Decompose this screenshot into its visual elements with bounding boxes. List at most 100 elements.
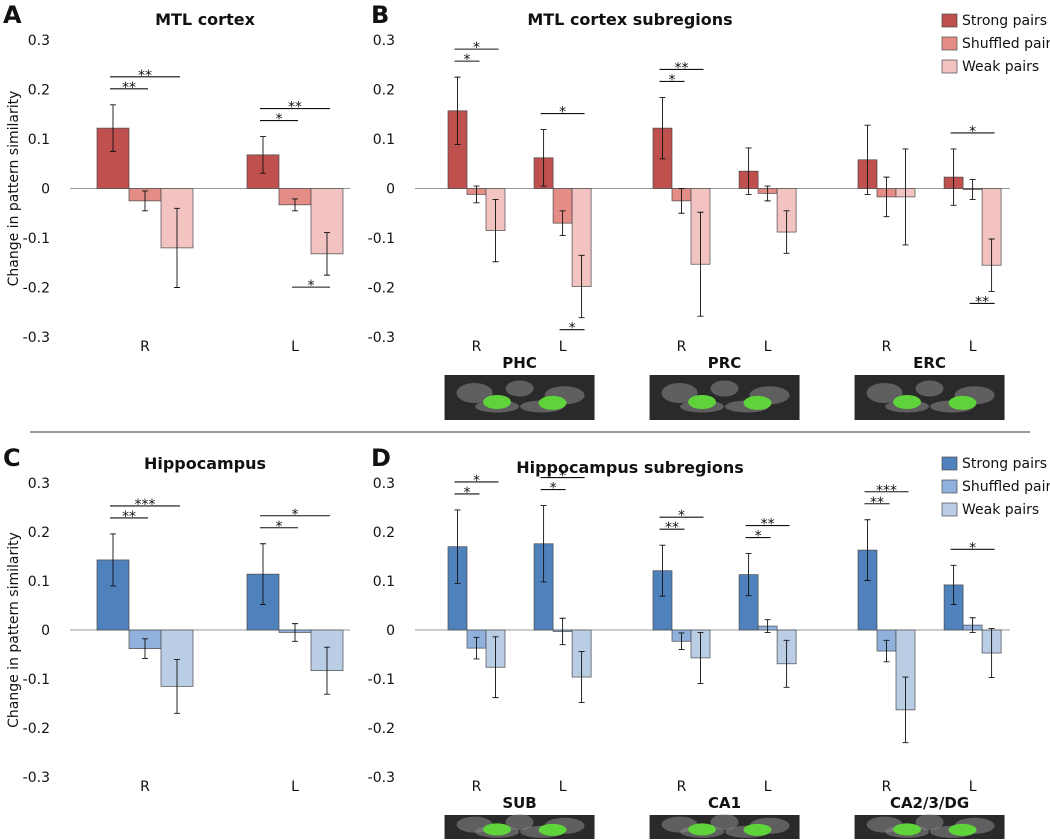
error-bar xyxy=(783,210,790,254)
significance-label: ** xyxy=(665,520,679,536)
brain-roi xyxy=(483,823,512,836)
legend-label: Weak pairs xyxy=(962,59,1039,75)
error-bar xyxy=(864,124,871,195)
error-bar xyxy=(950,148,957,206)
error-bar xyxy=(969,179,976,200)
brain-roi xyxy=(893,823,922,836)
significance-label: * xyxy=(276,112,283,128)
error-bar xyxy=(142,638,148,659)
error-bar xyxy=(260,136,266,174)
y-tick-label: 0.3 xyxy=(373,33,395,49)
y-tick-label: -0.3 xyxy=(23,330,50,346)
brain-roi xyxy=(743,395,772,410)
brain-roi xyxy=(688,823,717,836)
y-tick-label: -0.3 xyxy=(368,770,395,786)
y-tick-label: 0.1 xyxy=(28,132,50,148)
x-tick-label: R xyxy=(472,339,482,355)
brain-texture xyxy=(710,380,739,397)
significance-label: * xyxy=(559,105,566,121)
y-tick-label: -0.2 xyxy=(368,721,395,737)
brain-roi xyxy=(688,395,717,409)
brain-roi xyxy=(948,395,977,410)
error-bar xyxy=(260,543,266,605)
x-tick-label: R xyxy=(677,339,687,355)
error-bar xyxy=(902,148,909,246)
y-axis-label: Change in pattern similarity xyxy=(6,91,22,287)
y-tick-label: -0.1 xyxy=(368,231,395,247)
y-tick-label: -0.1 xyxy=(368,672,395,688)
x-tick-label: L xyxy=(291,779,299,795)
legend-label: Weak pairs xyxy=(962,502,1039,518)
significance-label: * xyxy=(755,529,762,545)
y-tick-label: -0.1 xyxy=(23,672,50,688)
group-label: ERC xyxy=(913,354,946,372)
error-bar xyxy=(745,147,752,195)
chart-title: MTL cortex subregions xyxy=(527,10,732,29)
significance-label: * xyxy=(969,540,976,556)
error-bar xyxy=(110,104,116,152)
error-bar xyxy=(764,185,771,202)
error-bar xyxy=(578,651,585,703)
significance-label: * xyxy=(473,473,480,489)
group-label: PHC xyxy=(502,354,537,372)
x-tick-label: R xyxy=(882,339,892,355)
error-bar xyxy=(492,198,499,263)
error-bar xyxy=(473,636,480,660)
error-bar xyxy=(659,544,666,597)
legend-swatch xyxy=(941,36,958,51)
legend-label: Strong pairs xyxy=(962,13,1047,29)
significance-label: ** xyxy=(138,68,152,84)
error-bar xyxy=(142,190,148,212)
brain-roi xyxy=(538,823,567,836)
legend-swatch xyxy=(941,13,958,28)
error-bar xyxy=(454,509,461,584)
significance-label: ** xyxy=(122,509,136,525)
legend-label: Shuffled pairs xyxy=(962,479,1050,495)
error-bar xyxy=(883,639,890,663)
error-bar xyxy=(745,553,752,597)
y-tick-label: -0.2 xyxy=(23,281,50,297)
x-tick-label: R xyxy=(677,779,687,795)
error-bar xyxy=(883,176,890,218)
significance-label: * xyxy=(473,40,480,56)
significance-label: * xyxy=(969,124,976,140)
y-tick-label: -0.2 xyxy=(23,721,50,737)
error-bar xyxy=(950,564,957,605)
y-tick-label: -0.2 xyxy=(368,281,395,297)
error-bar xyxy=(969,617,976,633)
brain-roi xyxy=(948,823,977,836)
error-bar xyxy=(540,505,547,583)
chart-title: Hippocampus subregions xyxy=(516,458,744,477)
error-bar xyxy=(492,636,499,699)
brain-texture xyxy=(866,383,903,403)
brain-texture xyxy=(710,814,739,831)
x-tick-label: R xyxy=(882,779,892,795)
significance-label: * xyxy=(276,519,283,535)
y-tick-label: 0 xyxy=(386,623,395,639)
error-bar xyxy=(678,188,685,214)
significance-label: *** xyxy=(135,497,156,513)
legend-swatch xyxy=(941,59,958,74)
brain-roi xyxy=(743,823,772,836)
error-bar xyxy=(678,632,685,651)
y-tick-label: 0.1 xyxy=(28,574,50,590)
significance-label: * xyxy=(559,469,566,485)
y-tick-label: 0.1 xyxy=(373,132,395,148)
significance-label: * xyxy=(308,278,315,294)
chart-title: MTL cortex xyxy=(155,10,255,29)
error-bar xyxy=(174,658,180,714)
error-bar xyxy=(659,96,666,160)
y-tick-label: 0.3 xyxy=(373,476,395,492)
significance-label: ** xyxy=(122,80,136,96)
error-bar xyxy=(110,533,116,587)
y-tick-label: 0.3 xyxy=(28,476,50,492)
legend-label: Strong pairs xyxy=(962,456,1047,472)
error-bar xyxy=(578,254,585,319)
x-tick-label: L xyxy=(559,339,567,355)
significance-label: *** xyxy=(876,483,897,499)
error-bar xyxy=(988,628,995,678)
error-bar xyxy=(988,238,995,292)
x-tick-label: R xyxy=(140,779,150,795)
x-tick-label: R xyxy=(140,339,150,355)
significance-label: * xyxy=(292,507,299,523)
